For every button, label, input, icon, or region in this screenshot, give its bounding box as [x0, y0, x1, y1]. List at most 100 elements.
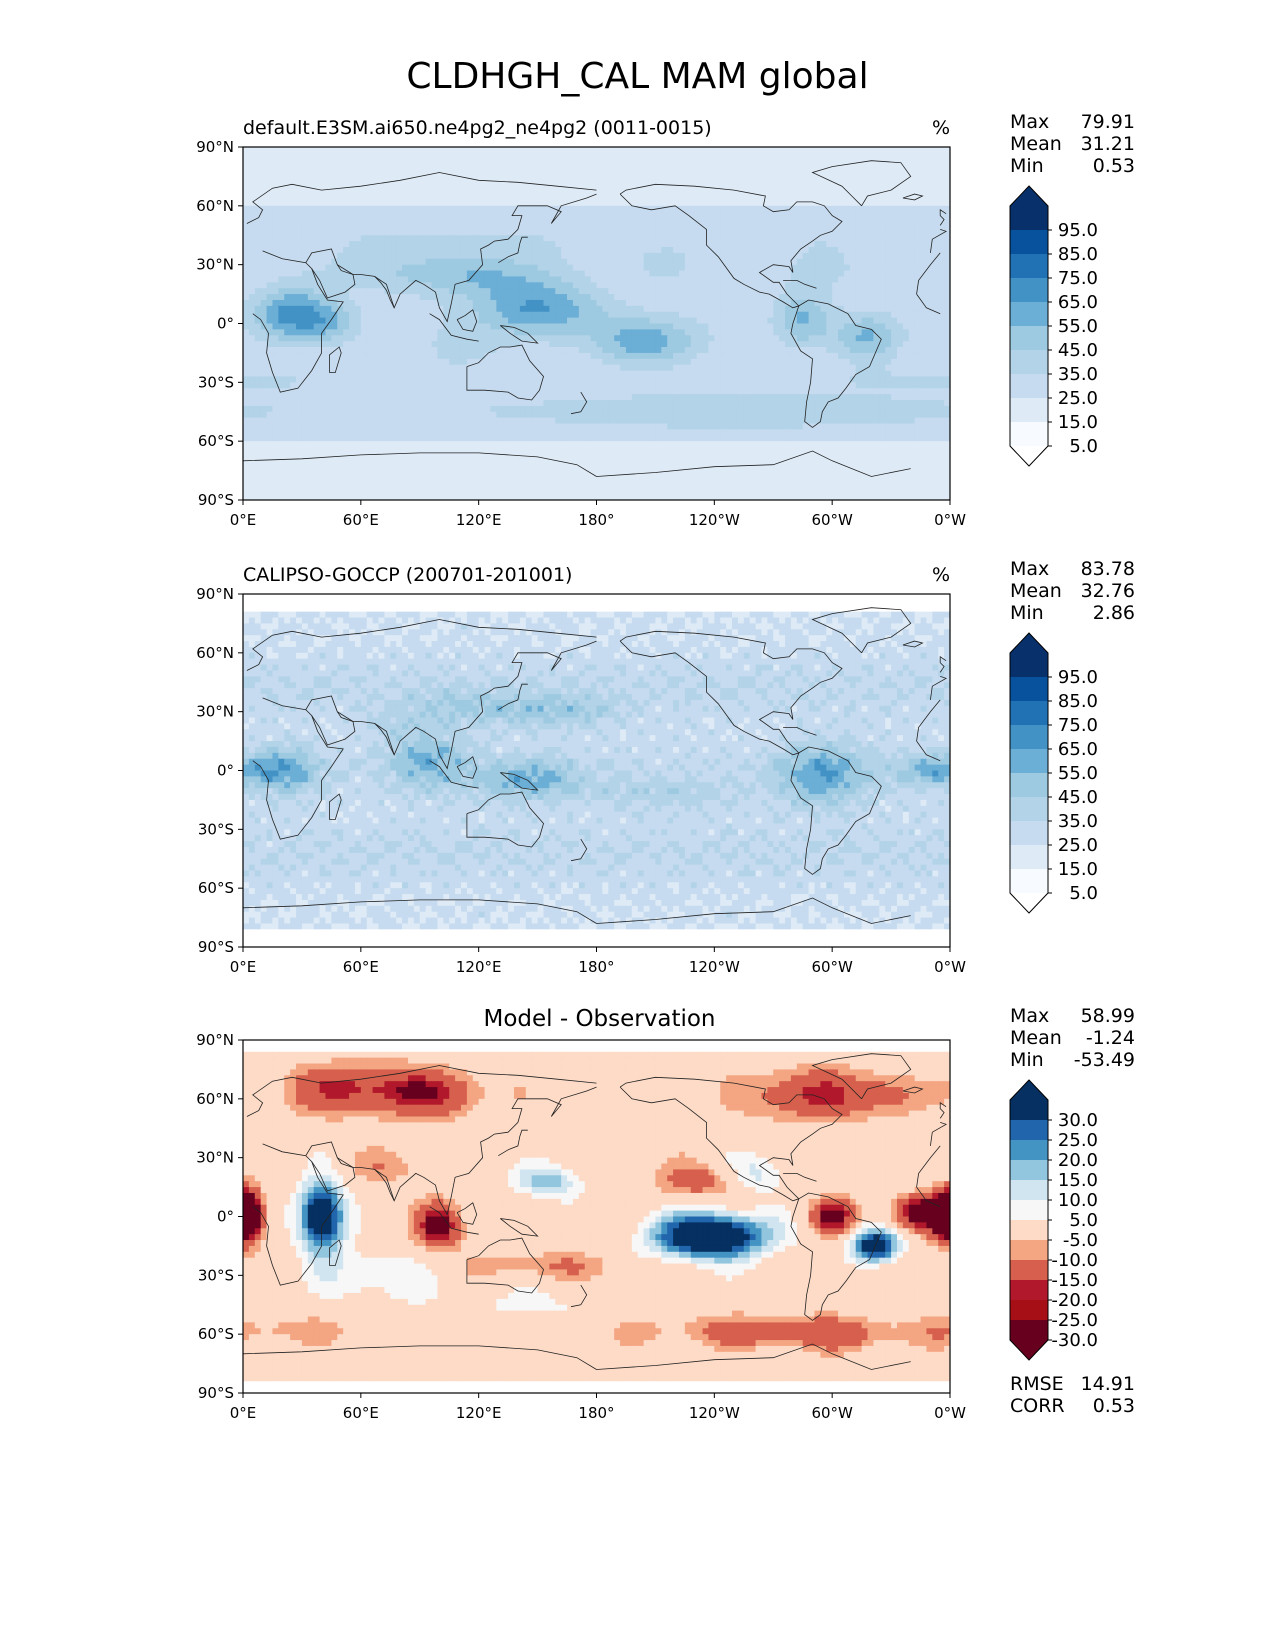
field-cell: [360, 335, 368, 342]
field-cell: [779, 376, 786, 383]
field-cell: [567, 152, 574, 160]
field-cell: [614, 294, 621, 301]
field-cell: [690, 341, 698, 348]
field-cell: [248, 329, 256, 336]
field-cell: [855, 370, 863, 378]
field-cell: [396, 152, 403, 160]
field-cell: [767, 347, 774, 354]
field-cell: [826, 294, 833, 301]
field-cell: [378, 311, 385, 319]
stat-label: Min: [1010, 1049, 1044, 1071]
field-cell: [243, 223, 250, 230]
field-cell: [572, 199, 580, 207]
field-cell: [643, 241, 651, 248]
field-cell: [296, 264, 303, 272]
field-cell: [843, 370, 851, 378]
field-cell: [637, 241, 645, 248]
field-cell: [260, 264, 268, 272]
field-cell: [879, 335, 886, 342]
field-cell: [879, 176, 886, 183]
field-cell: [402, 358, 409, 366]
field-cell: [307, 176, 315, 183]
field-cell: [678, 299, 686, 307]
field-cell: [402, 370, 409, 378]
field-cell: [773, 147, 780, 154]
field-cell: [466, 217, 474, 225]
field-cell: [602, 194, 609, 201]
field-cell: [555, 311, 562, 319]
field-cell: [443, 182, 450, 189]
field-cell: [413, 311, 421, 319]
field-cell: [755, 147, 763, 154]
field-cell: [932, 211, 939, 219]
field-cell: [319, 247, 327, 254]
field-cell: [243, 205, 250, 213]
field-cell: [678, 323, 686, 330]
field-cell: [761, 235, 768, 242]
field-cell: [460, 305, 468, 313]
field-cell: [402, 252, 409, 260]
field-cell: [655, 199, 662, 207]
field-cell: [407, 152, 415, 160]
field-cell: [531, 235, 539, 242]
field-cell: [932, 199, 939, 207]
field-cell: [631, 376, 639, 383]
field-cell: [337, 335, 344, 342]
field-cell: [254, 258, 262, 266]
field-cell: [319, 211, 327, 219]
field-cell: [908, 299, 916, 307]
field-cell: [307, 158, 315, 166]
field-cell: [926, 223, 933, 230]
field-cell: [278, 217, 285, 225]
field-cell: [790, 258, 798, 266]
field-cell: [455, 252, 462, 260]
field-cell: [584, 358, 592, 366]
field-cell: [914, 370, 922, 378]
field-cell: [407, 229, 415, 236]
field-cell: [643, 335, 651, 342]
field-cell: [290, 229, 297, 236]
field-cell: [531, 258, 539, 266]
field-cell: [732, 170, 739, 178]
field-cell: [402, 382, 409, 389]
field-cell: [749, 288, 757, 295]
field-cell: [490, 294, 497, 301]
field-cell: [808, 370, 816, 378]
field-cell: [602, 305, 609, 313]
field-cell: [920, 152, 928, 160]
field-cell: [667, 258, 674, 266]
field-cell: [396, 199, 403, 207]
field-cell: [708, 217, 715, 225]
field-cell: [313, 311, 321, 319]
field-cell: [602, 317, 609, 325]
field-cell: [720, 376, 727, 383]
field-cell: [396, 311, 403, 319]
field-cell: [938, 311, 945, 319]
field-cell: [696, 276, 704, 283]
field-cell: [867, 158, 875, 166]
field-cell: [301, 341, 309, 348]
field-cell: [726, 164, 733, 172]
field-cell: [319, 229, 327, 236]
field-cell: [572, 364, 580, 372]
field-cell: [732, 188, 739, 195]
field-cell: [932, 223, 939, 230]
field-cell: [714, 194, 721, 201]
field-cell: [726, 358, 733, 366]
field-cell: [307, 335, 315, 342]
field-cell: [908, 217, 916, 225]
field-cell: [643, 370, 651, 378]
field-cell: [567, 341, 574, 348]
field-cell: [260, 147, 268, 154]
field-cell: [625, 329, 633, 336]
field-cell: [343, 305, 350, 313]
field-cell: [673, 294, 680, 301]
field-cell: [908, 311, 916, 319]
field-cell: [708, 147, 715, 154]
field-cell: [325, 247, 332, 254]
field-cell: [537, 205, 545, 213]
field-cell: [608, 382, 615, 389]
field-cell: [802, 347, 810, 354]
field-cell: [478, 364, 486, 372]
field-cell: [349, 329, 356, 336]
